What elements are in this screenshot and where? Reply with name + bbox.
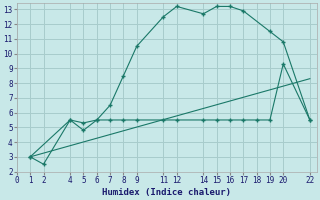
X-axis label: Humidex (Indice chaleur): Humidex (Indice chaleur) bbox=[102, 188, 231, 197]
